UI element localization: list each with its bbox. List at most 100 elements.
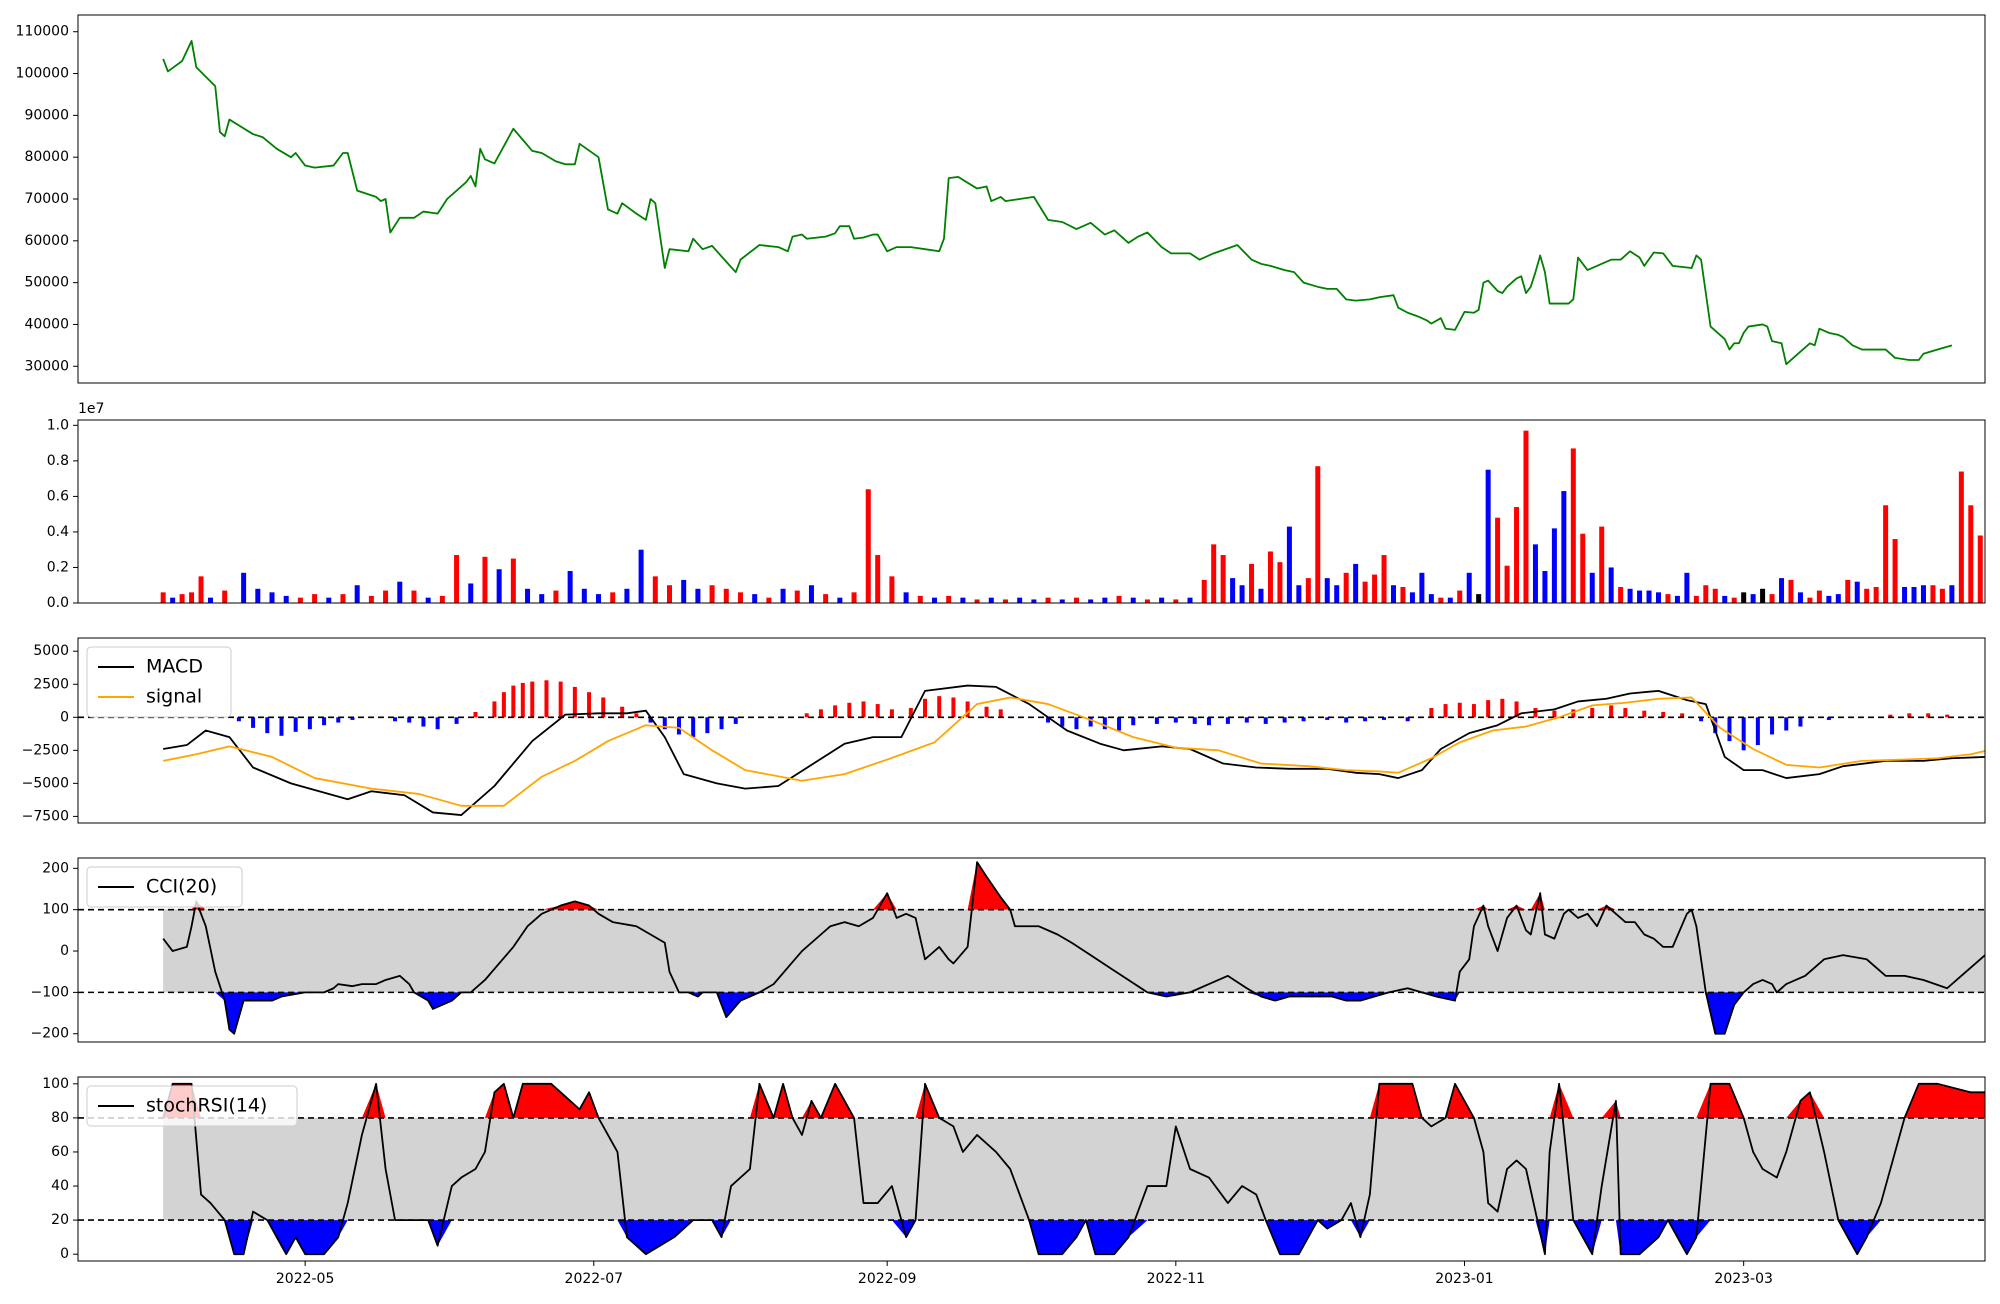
volume-bar <box>1987 546 1992 603</box>
volume-bar <box>1551 528 1557 603</box>
macd-histogram-bar <box>454 717 459 724</box>
stochrsi-oversold-fill <box>163 1220 1985 1255</box>
price-ytick-label: 100000 <box>16 66 69 82</box>
volume-bar <box>553 590 559 603</box>
volume-bar <box>1854 581 1860 603</box>
volume-bar <box>1646 590 1652 603</box>
volume-bar <box>1230 578 1236 603</box>
cci-ytick-label: −100 <box>31 984 69 1000</box>
xtick-label: 2023-01 <box>1435 1271 1494 1287</box>
volume-bar <box>1457 590 1463 603</box>
macd-histogram-bar <box>601 697 606 718</box>
macd-histogram-bar <box>520 682 525 718</box>
stochrsi-plot-area <box>78 1082 1985 1256</box>
macd-histogram-bar <box>1405 717 1410 722</box>
macd-histogram-bar <box>875 704 880 718</box>
volume-bar <box>326 597 332 603</box>
macd-histogram-bar <box>965 701 970 718</box>
volume-bar <box>1073 597 1079 603</box>
macd-histogram-bar <box>719 717 724 730</box>
macd-histogram-bar <box>350 717 355 720</box>
macd-histogram-bar <box>1514 701 1519 718</box>
macd-histogram-bar <box>804 713 809 718</box>
macd-histogram-bar <box>1571 709 1576 718</box>
volume-bar <box>1409 592 1415 603</box>
volume-bar <box>1523 430 1529 603</box>
price-plot-area <box>162 40 1953 366</box>
macd-histogram-bar <box>307 717 312 730</box>
volume-bar <box>1211 544 1217 603</box>
macd-histogram-bar <box>676 717 681 735</box>
volume-bar <box>1353 563 1359 603</box>
macd-histogram-bar <box>1623 708 1628 718</box>
macd-histogram-bar <box>236 717 241 722</box>
macd-histogram-bar <box>1344 717 1349 723</box>
volume-bar <box>1381 555 1387 603</box>
volume-bar <box>1693 595 1699 603</box>
macd-histogram-bar <box>1244 717 1249 723</box>
volume-bar <box>723 588 729 603</box>
macd-histogram-bar <box>1826 717 1831 720</box>
volume-bar <box>397 581 403 603</box>
stochrsi-panel: 0 20 40 60 80 100 2022-05 2022-07 2022-09 2022-11… <box>42 1076 1986 1287</box>
cci-panel: −200 −100 0 100 200 CCI(20) <box>31 857 1986 1043</box>
cci-oversold-fill <box>163 992 1985 1034</box>
macd-histogram-bar <box>998 709 1003 718</box>
volume-ytick-label: 0.6 <box>47 488 69 504</box>
macd-histogram-bar <box>1552 710 1557 718</box>
volume-bar <box>1102 597 1108 603</box>
volume-bar <box>1731 597 1737 603</box>
volume-bar <box>1031 599 1037 603</box>
macd-histogram-bar <box>265 717 270 734</box>
legend-label: CCI(20) <box>146 876 217 898</box>
legend-label: MACD <box>146 656 203 678</box>
volume-bar <box>1939 588 1945 603</box>
cci-overbought-fill <box>163 862 1985 910</box>
volume-bar <box>1476 594 1482 603</box>
macd-histogram-bar <box>1282 717 1287 723</box>
macd-histogram-bar <box>1533 708 1538 718</box>
macd-panel: −7500 −5000 −2500 0 2500 5000 MACD signal <box>22 637 1986 824</box>
volume-bar <box>1514 507 1520 603</box>
macd-histogram-bar <box>1192 717 1197 724</box>
macd-histogram-bar <box>1173 717 1178 723</box>
volume-bar <box>1144 599 1150 603</box>
macd-histogram-bar <box>279 717 284 736</box>
volume-bar <box>1130 597 1136 603</box>
macd-histogram-bar <box>1590 708 1595 718</box>
volume-bar <box>1589 572 1595 603</box>
volume-bar <box>1788 579 1794 603</box>
macd-histogram-bar <box>691 717 696 738</box>
volume-bar <box>1116 595 1122 603</box>
macd-histogram-bar <box>1770 717 1775 735</box>
macd-histogram-bar <box>1784 717 1789 731</box>
macd-histogram-bar <box>984 706 989 718</box>
macd-histogram-bar <box>1486 700 1491 718</box>
volume-bar <box>160 592 166 603</box>
volume-bar <box>1977 535 1983 603</box>
macd-histogram-bar <box>1225 717 1230 724</box>
macd-histogram-bar <box>1907 713 1912 718</box>
volume-bar <box>1173 599 1179 603</box>
macd-histogram-bar <box>251 717 256 728</box>
stochrsi-ytick-label: 100 <box>42 1076 69 1092</box>
volume-bar <box>596 594 602 603</box>
macd-histogram-bar <box>1443 704 1448 718</box>
volume-bar <box>297 597 303 603</box>
volume-bar <box>1334 585 1340 603</box>
macd-ytick-label: 2500 <box>33 676 69 692</box>
macd-histogram-bar <box>544 680 549 718</box>
volume-plot-area <box>160 430 1992 603</box>
volume-bar <box>1419 572 1425 603</box>
macd-histogram-bar <box>889 709 894 718</box>
macd-histogram-bar <box>648 717 653 723</box>
cci-axes-frame <box>77 857 1986 1043</box>
macd-histogram-bar <box>1741 717 1746 751</box>
volume-bar <box>1390 585 1396 603</box>
volume-bar <box>1296 585 1302 603</box>
volume-bar <box>1438 597 1444 603</box>
volume-bar <box>222 590 228 603</box>
stochrsi-overbought-fill <box>163 1083 1985 1118</box>
